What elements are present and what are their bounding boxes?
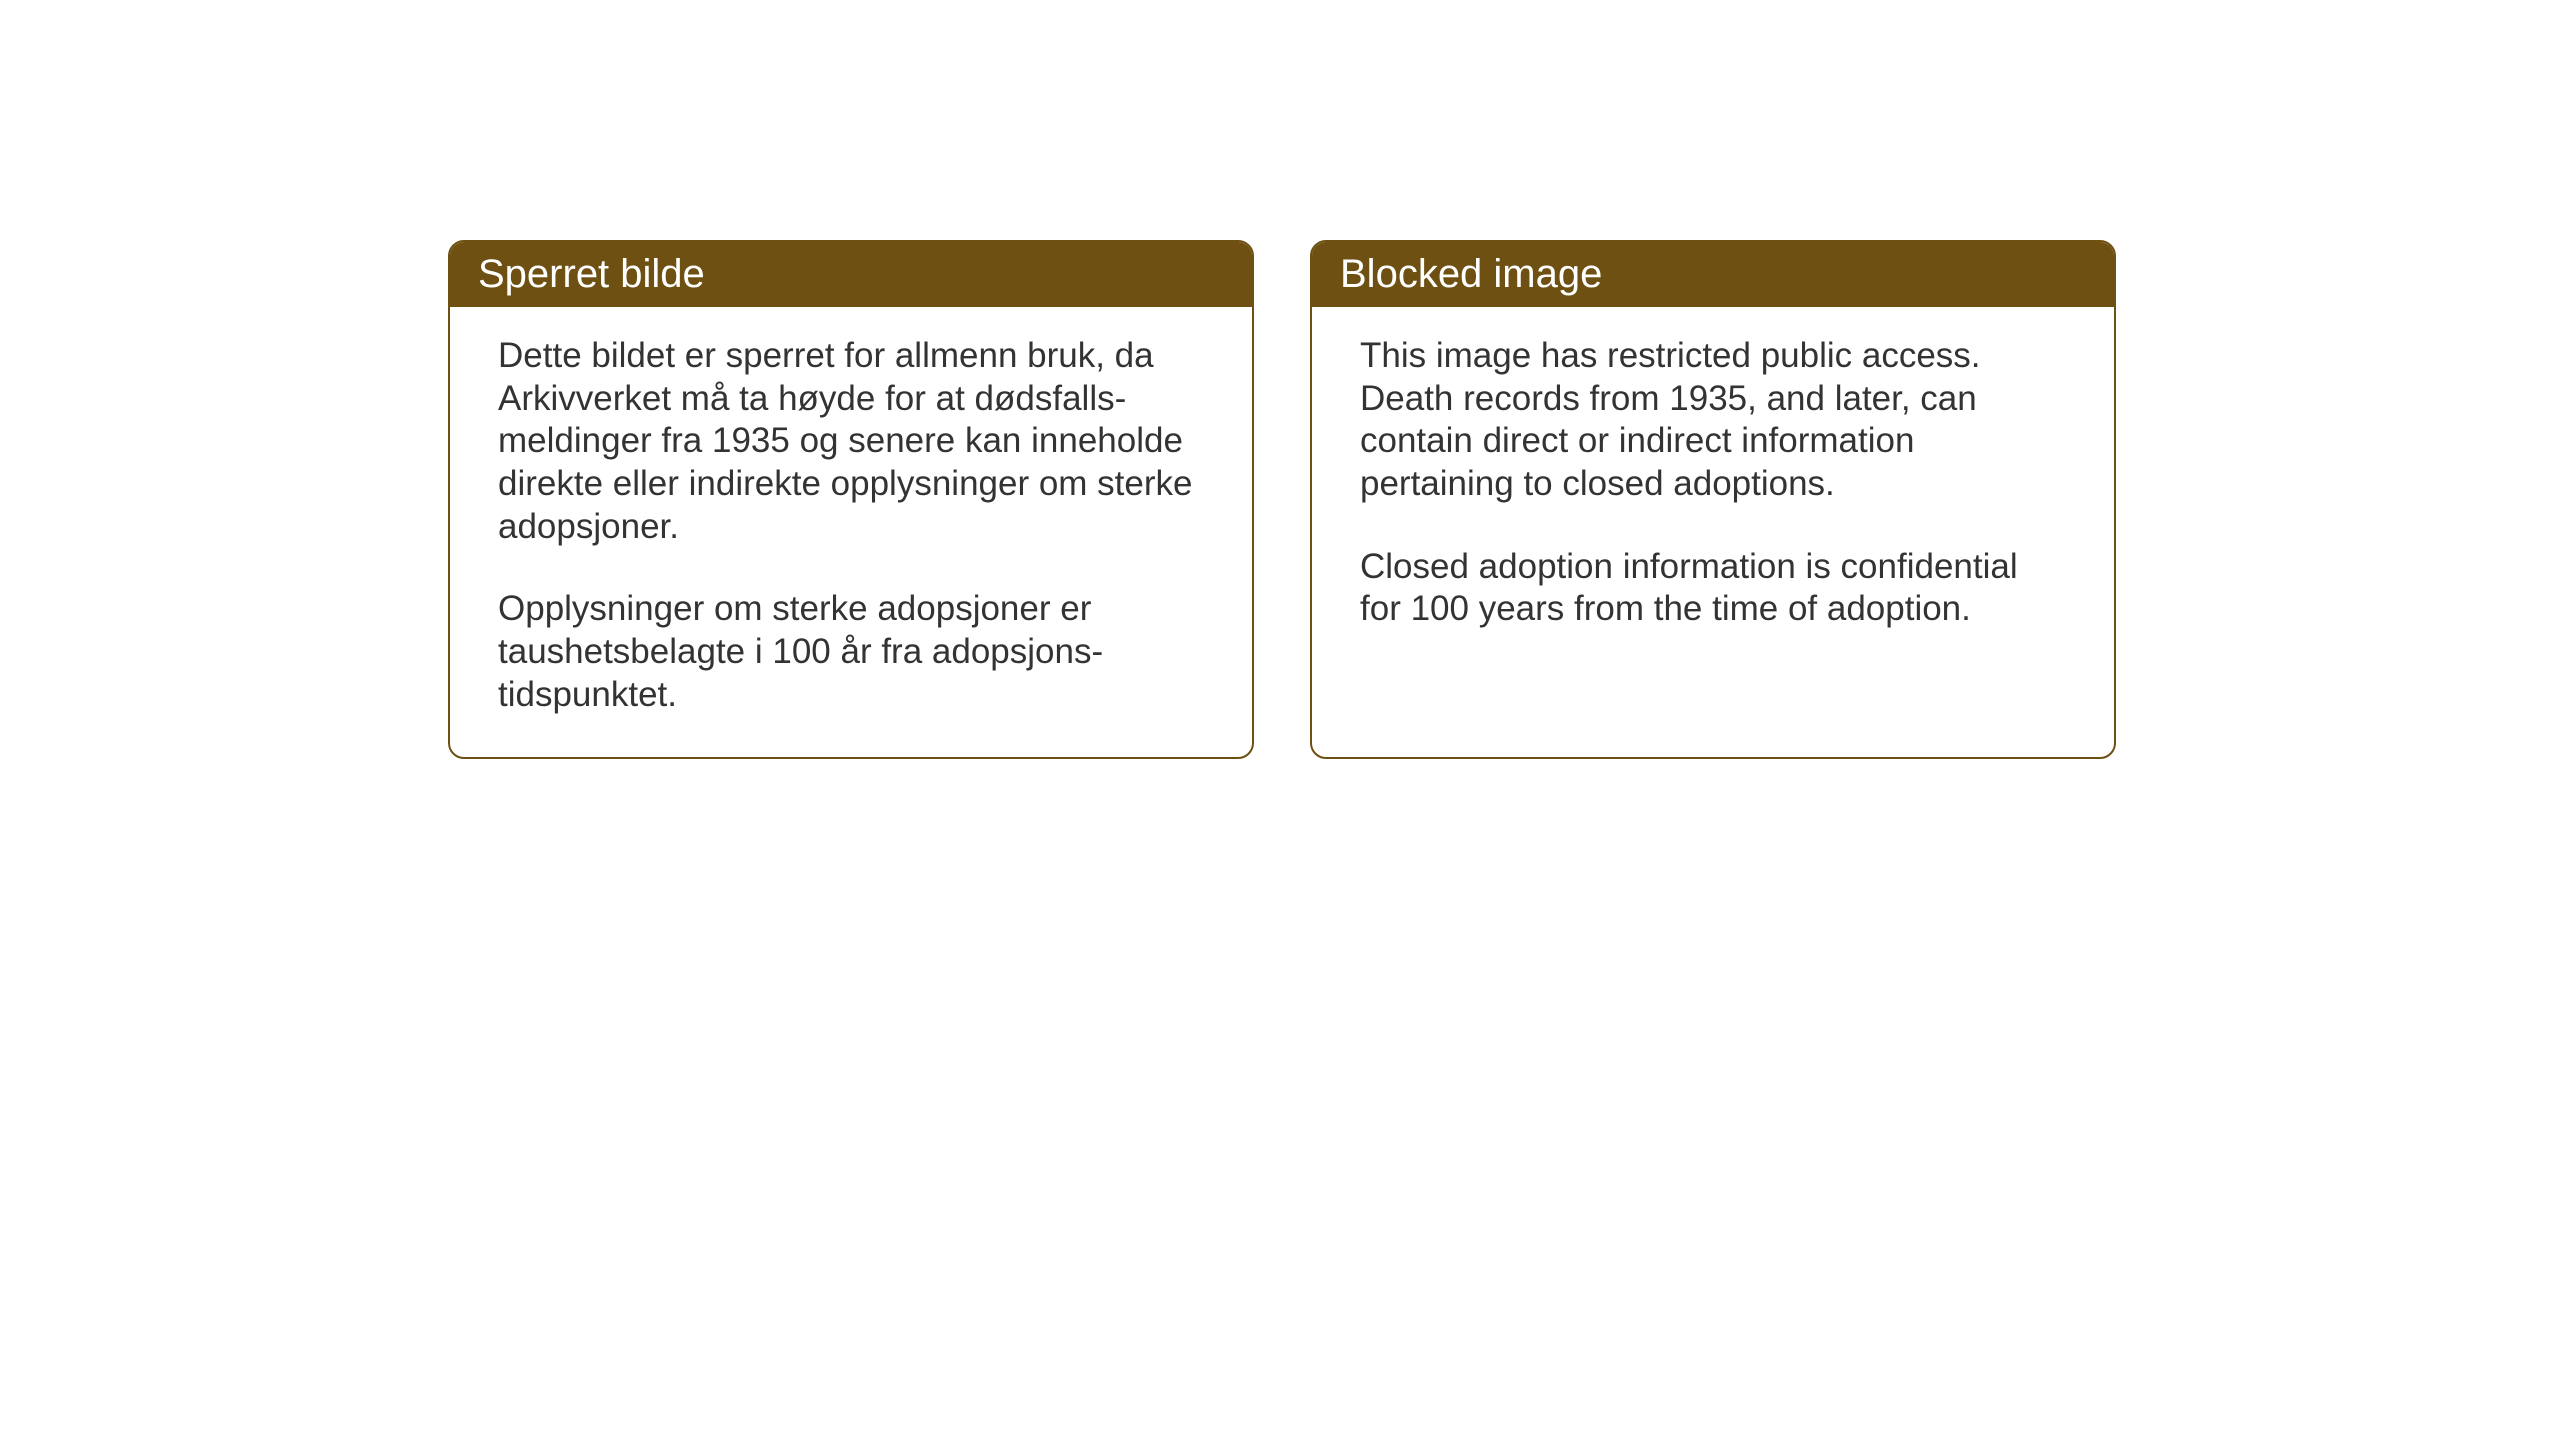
notice-body-norwegian: Dette bildet er sperret for allmenn bruk… (450, 307, 1252, 757)
notice-paragraph-1-norwegian: Dette bildet er sperret for allmenn bruk… (498, 335, 1204, 548)
notice-paragraph-2-english: Closed adoption information is confident… (1360, 546, 2066, 631)
notice-box-norwegian: Sperret bilde Dette bildet er sperret fo… (448, 240, 1254, 759)
notice-box-english: Blocked image This image has restricted … (1310, 240, 2116, 759)
notice-container: Sperret bilde Dette bildet er sperret fo… (448, 240, 2116, 759)
notice-paragraph-2-norwegian: Opplysninger om sterke adopsjoner er tau… (498, 588, 1204, 716)
notice-body-english: This image has restricted public access.… (1312, 307, 2114, 671)
notice-header-english: Blocked image (1312, 242, 2114, 307)
notice-paragraph-1-english: This image has restricted public access.… (1360, 335, 2066, 506)
notice-header-norwegian: Sperret bilde (450, 242, 1252, 307)
